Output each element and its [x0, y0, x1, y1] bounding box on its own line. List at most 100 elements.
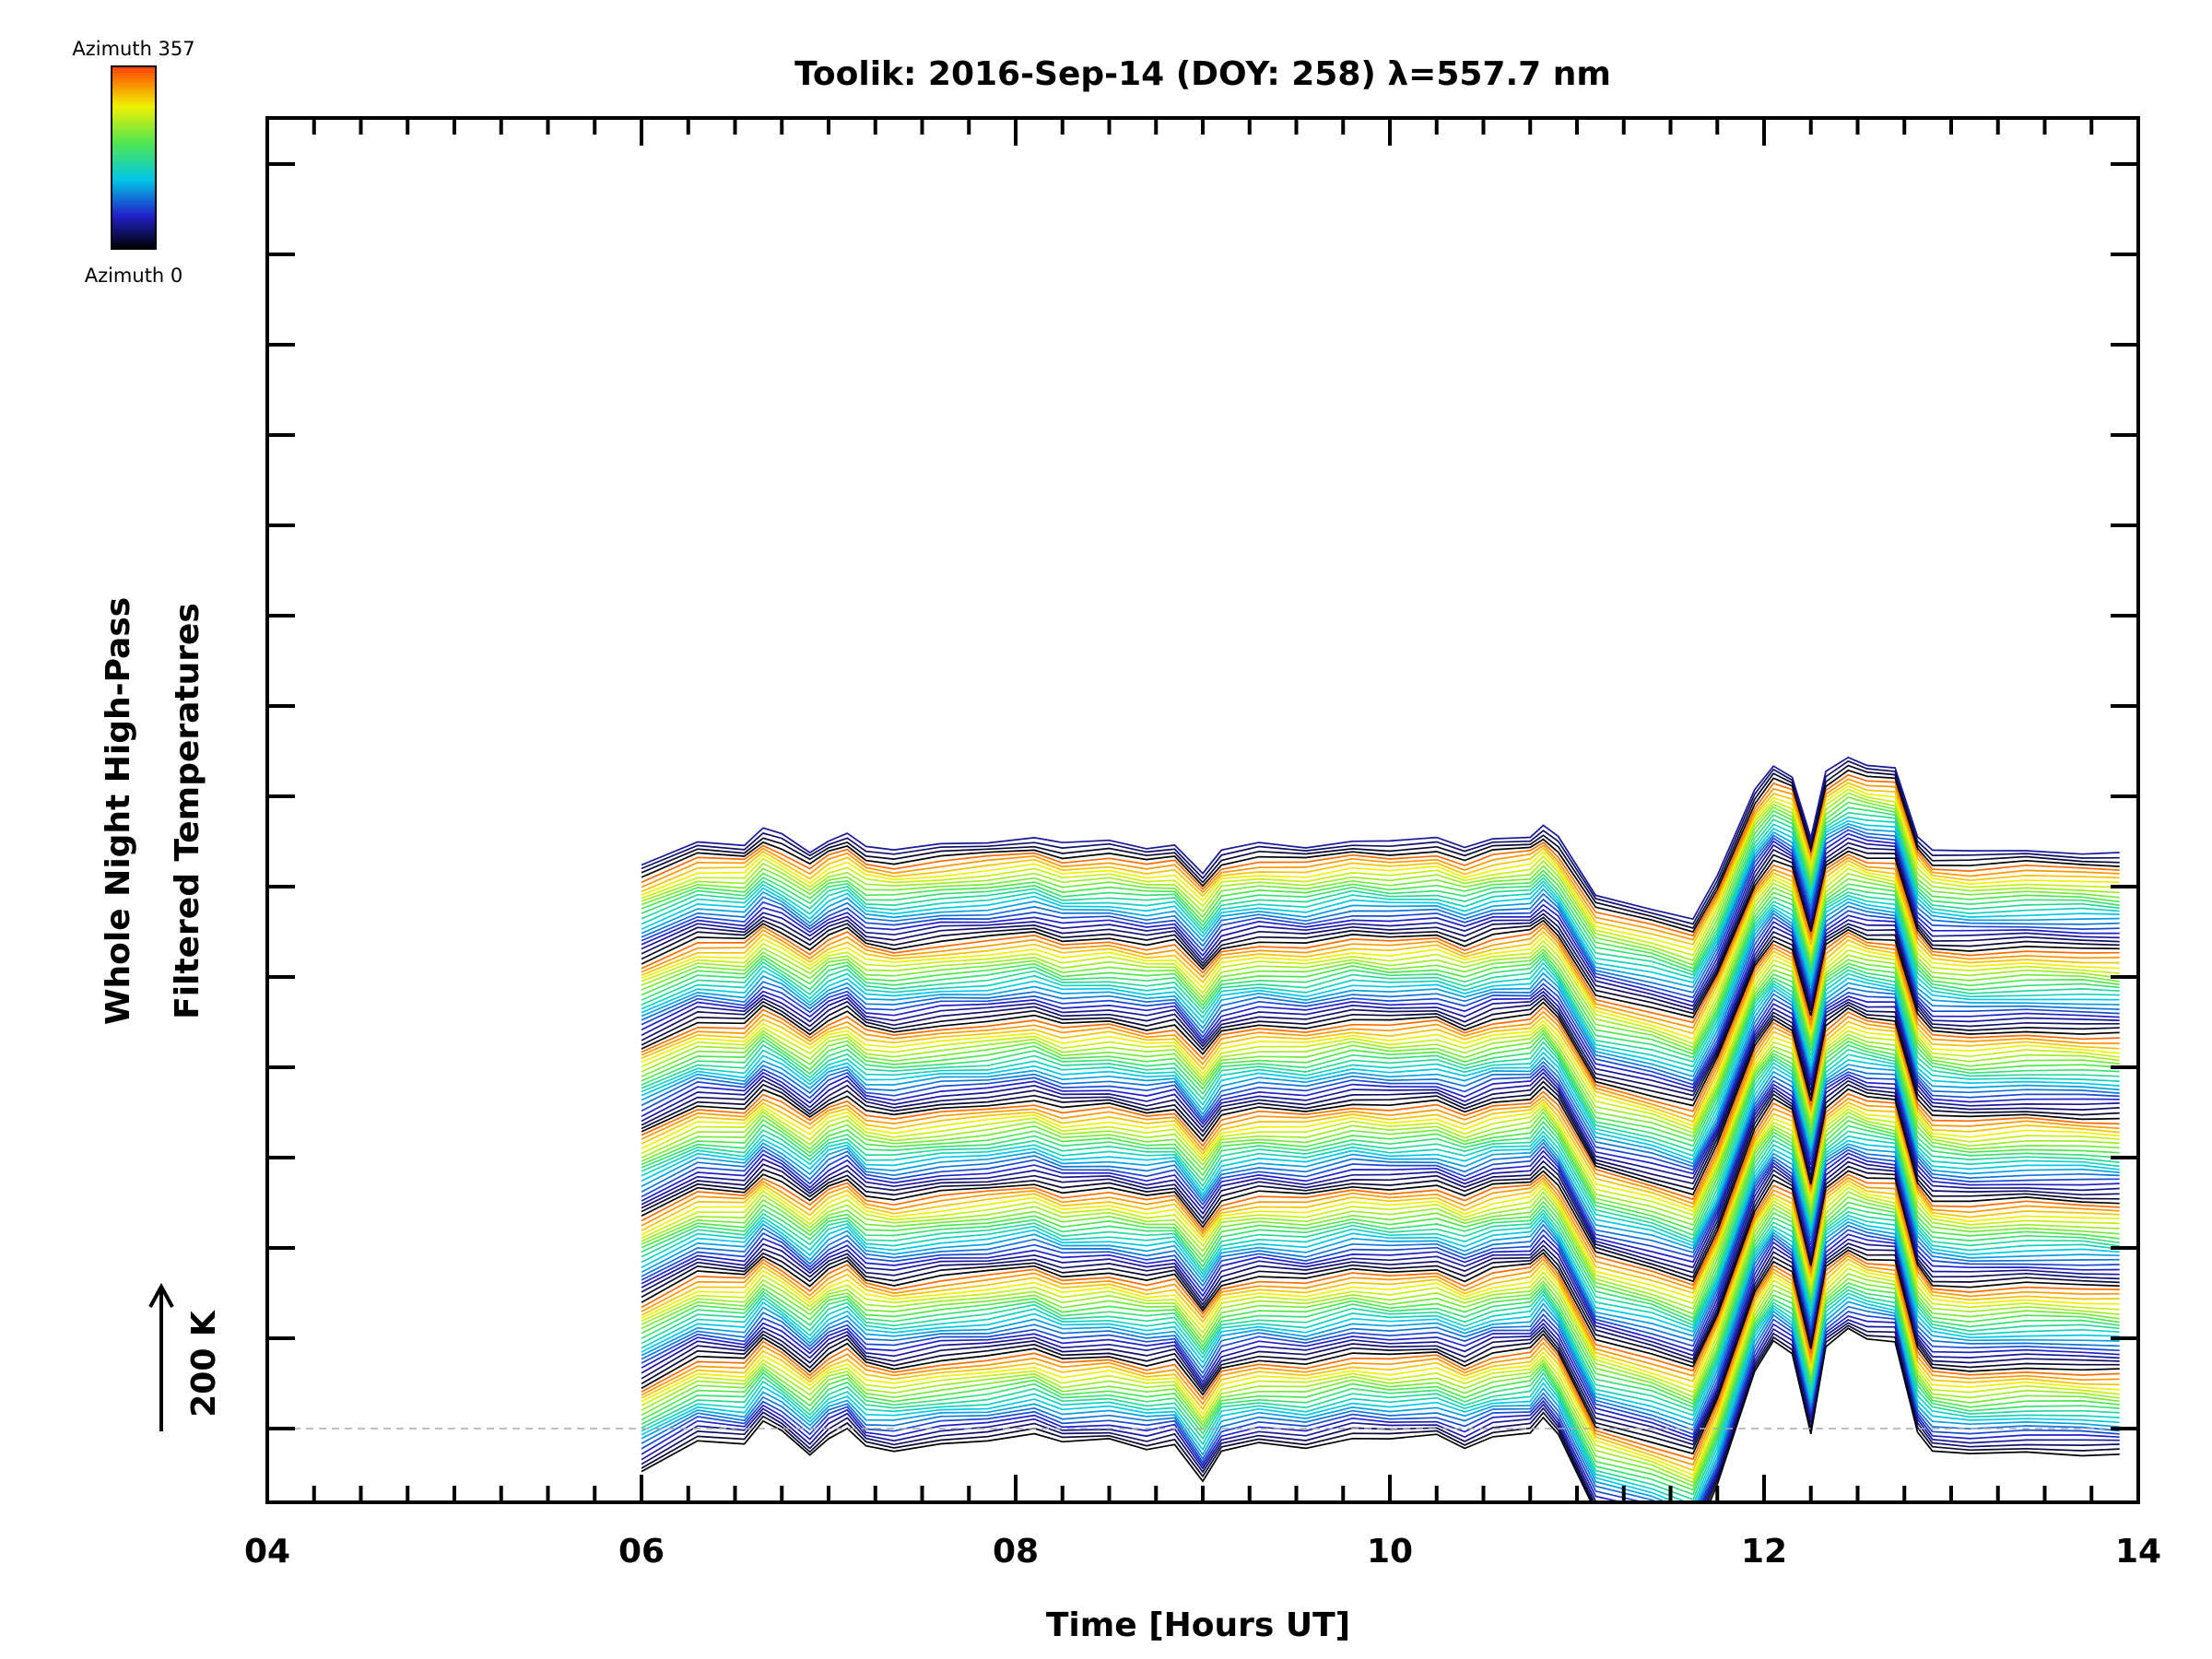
- series-line-11: [641, 1286, 2120, 1496]
- series-line-22: [641, 1242, 2120, 1446]
- series-line-123: [641, 837, 2120, 1007]
- series-line-72: [641, 1040, 2120, 1231]
- series-line-46: [641, 1146, 2120, 1342]
- series-line-114: [641, 872, 2120, 1049]
- series-line-37: [641, 1180, 2120, 1382]
- series-line-45: [641, 1148, 2120, 1347]
- series-line-67: [641, 1064, 2120, 1250]
- series-line-131: [641, 806, 2120, 973]
- series-group: [641, 756, 2120, 1502]
- series-line-28: [641, 1218, 2120, 1421]
- series-line-100: [641, 928, 2120, 1107]
- series-line-20: [641, 1249, 2120, 1455]
- series-line-19: [641, 1252, 2120, 1461]
- series-line-2: [641, 1322, 2120, 1502]
- series-line-97: [641, 939, 2120, 1124]
- series-line-143: [641, 756, 2120, 921]
- series-line-93: [641, 959, 2120, 1138]
- series-line-135: [641, 788, 2120, 957]
- series-line-52: [641, 1120, 2120, 1320]
- series-line-4: [641, 1314, 2120, 1502]
- series-line-42: [641, 1160, 2120, 1360]
- series-line-61: [641, 1083, 2120, 1278]
- series-line-43: [641, 1156, 2120, 1357]
- series-line-75: [641, 1030, 2120, 1217]
- series-line-140: [641, 769, 2120, 934]
- series-line-77: [641, 1020, 2120, 1208]
- series-line-16: [641, 1262, 2120, 1477]
- series-line-18: [641, 1254, 2120, 1466]
- series-line-106: [641, 905, 2120, 1082]
- scale-bar-arrow-head: [148, 1282, 174, 1308]
- x-axis-label: Time [Hours UT]: [1046, 1606, 1350, 1644]
- series-line-48: [641, 1139, 2120, 1333]
- series-line-1: [641, 1324, 2120, 1502]
- series-line-112: [641, 883, 2120, 1055]
- series-line-124: [641, 832, 2120, 1004]
- series-line-51: [641, 1124, 2120, 1324]
- series-line-70: [641, 1048, 2120, 1241]
- series-line-27: [641, 1220, 2120, 1427]
- series-line-132: [641, 801, 2120, 970]
- series-line-44: [641, 1152, 2120, 1352]
- series-line-54: [641, 1111, 2120, 1311]
- series-line-9: [641, 1292, 2120, 1502]
- series-line-110: [641, 891, 2120, 1064]
- series-line-15: [641, 1267, 2120, 1480]
- series-line-76: [641, 1025, 2120, 1212]
- series-line-125: [641, 829, 2120, 999]
- colorbar: Azimuth 357 Azimuth 0: [72, 38, 194, 287]
- series-line-98: [641, 935, 2120, 1118]
- series-line-10: [641, 1288, 2120, 1500]
- series-line-41: [641, 1165, 2120, 1364]
- series-line-107: [641, 900, 2120, 1077]
- series-line-87: [641, 982, 2120, 1165]
- series-line-58: [641, 1097, 2120, 1290]
- x-tick-label: 14: [2115, 1533, 2161, 1571]
- series-line-13: [641, 1277, 2120, 1488]
- series-line-34: [641, 1191, 2120, 1398]
- series-line-25: [641, 1229, 2120, 1436]
- series-line-63: [641, 1077, 2120, 1269]
- series-line-118: [641, 856, 2120, 1030]
- series-line-74: [641, 1033, 2120, 1221]
- colorbar-label-bottom: Azimuth 0: [85, 265, 183, 287]
- series-line-50: [641, 1130, 2120, 1326]
- scale-bar: 200 K: [148, 1282, 223, 1431]
- series-line-47: [641, 1143, 2120, 1337]
- series-line-82: [641, 1001, 2120, 1185]
- x-tick-label: 12: [1741, 1533, 1787, 1571]
- series-line-23: [641, 1238, 2120, 1442]
- series-line-92: [641, 962, 2120, 1142]
- series-line-12: [641, 1282, 2120, 1491]
- series-line-30: [641, 1210, 2120, 1412]
- series-line-90: [641, 969, 2120, 1152]
- series-line-136: [641, 784, 2120, 951]
- series-line-113: [641, 877, 2120, 1053]
- series-line-121: [641, 846, 2120, 1015]
- series-line-73: [641, 1037, 2120, 1227]
- series-line-32: [641, 1201, 2120, 1406]
- series-line-35: [641, 1186, 2120, 1394]
- series-line-66: [641, 1067, 2120, 1253]
- series-line-78: [641, 1016, 2120, 1205]
- series-line-111: [641, 888, 2120, 1059]
- x-tick-label: 10: [1367, 1533, 1413, 1571]
- series-line-142: [641, 759, 2120, 925]
- series-line-141: [641, 764, 2120, 930]
- series-line-57: [641, 1101, 2120, 1294]
- series-line-94: [641, 954, 2120, 1135]
- series-line-53: [641, 1115, 2120, 1315]
- series-line-7: [641, 1300, 2120, 1502]
- series-line-138: [641, 778, 2120, 941]
- series-line-68: [641, 1059, 2120, 1247]
- series-line-38: [641, 1177, 2120, 1377]
- series-line-130: [641, 811, 2120, 976]
- series-line-101: [641, 925, 2120, 1101]
- series-line-55: [641, 1108, 2120, 1305]
- series-line-129: [641, 816, 2120, 980]
- series-line-81: [641, 1004, 2120, 1191]
- series-line-134: [641, 792, 2120, 962]
- colorbar-label-top: Azimuth 357: [72, 38, 194, 60]
